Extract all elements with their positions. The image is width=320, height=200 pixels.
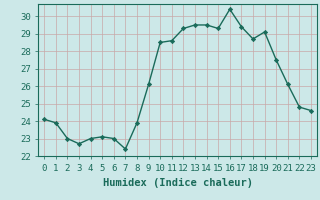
X-axis label: Humidex (Indice chaleur): Humidex (Indice chaleur) (103, 178, 252, 188)
